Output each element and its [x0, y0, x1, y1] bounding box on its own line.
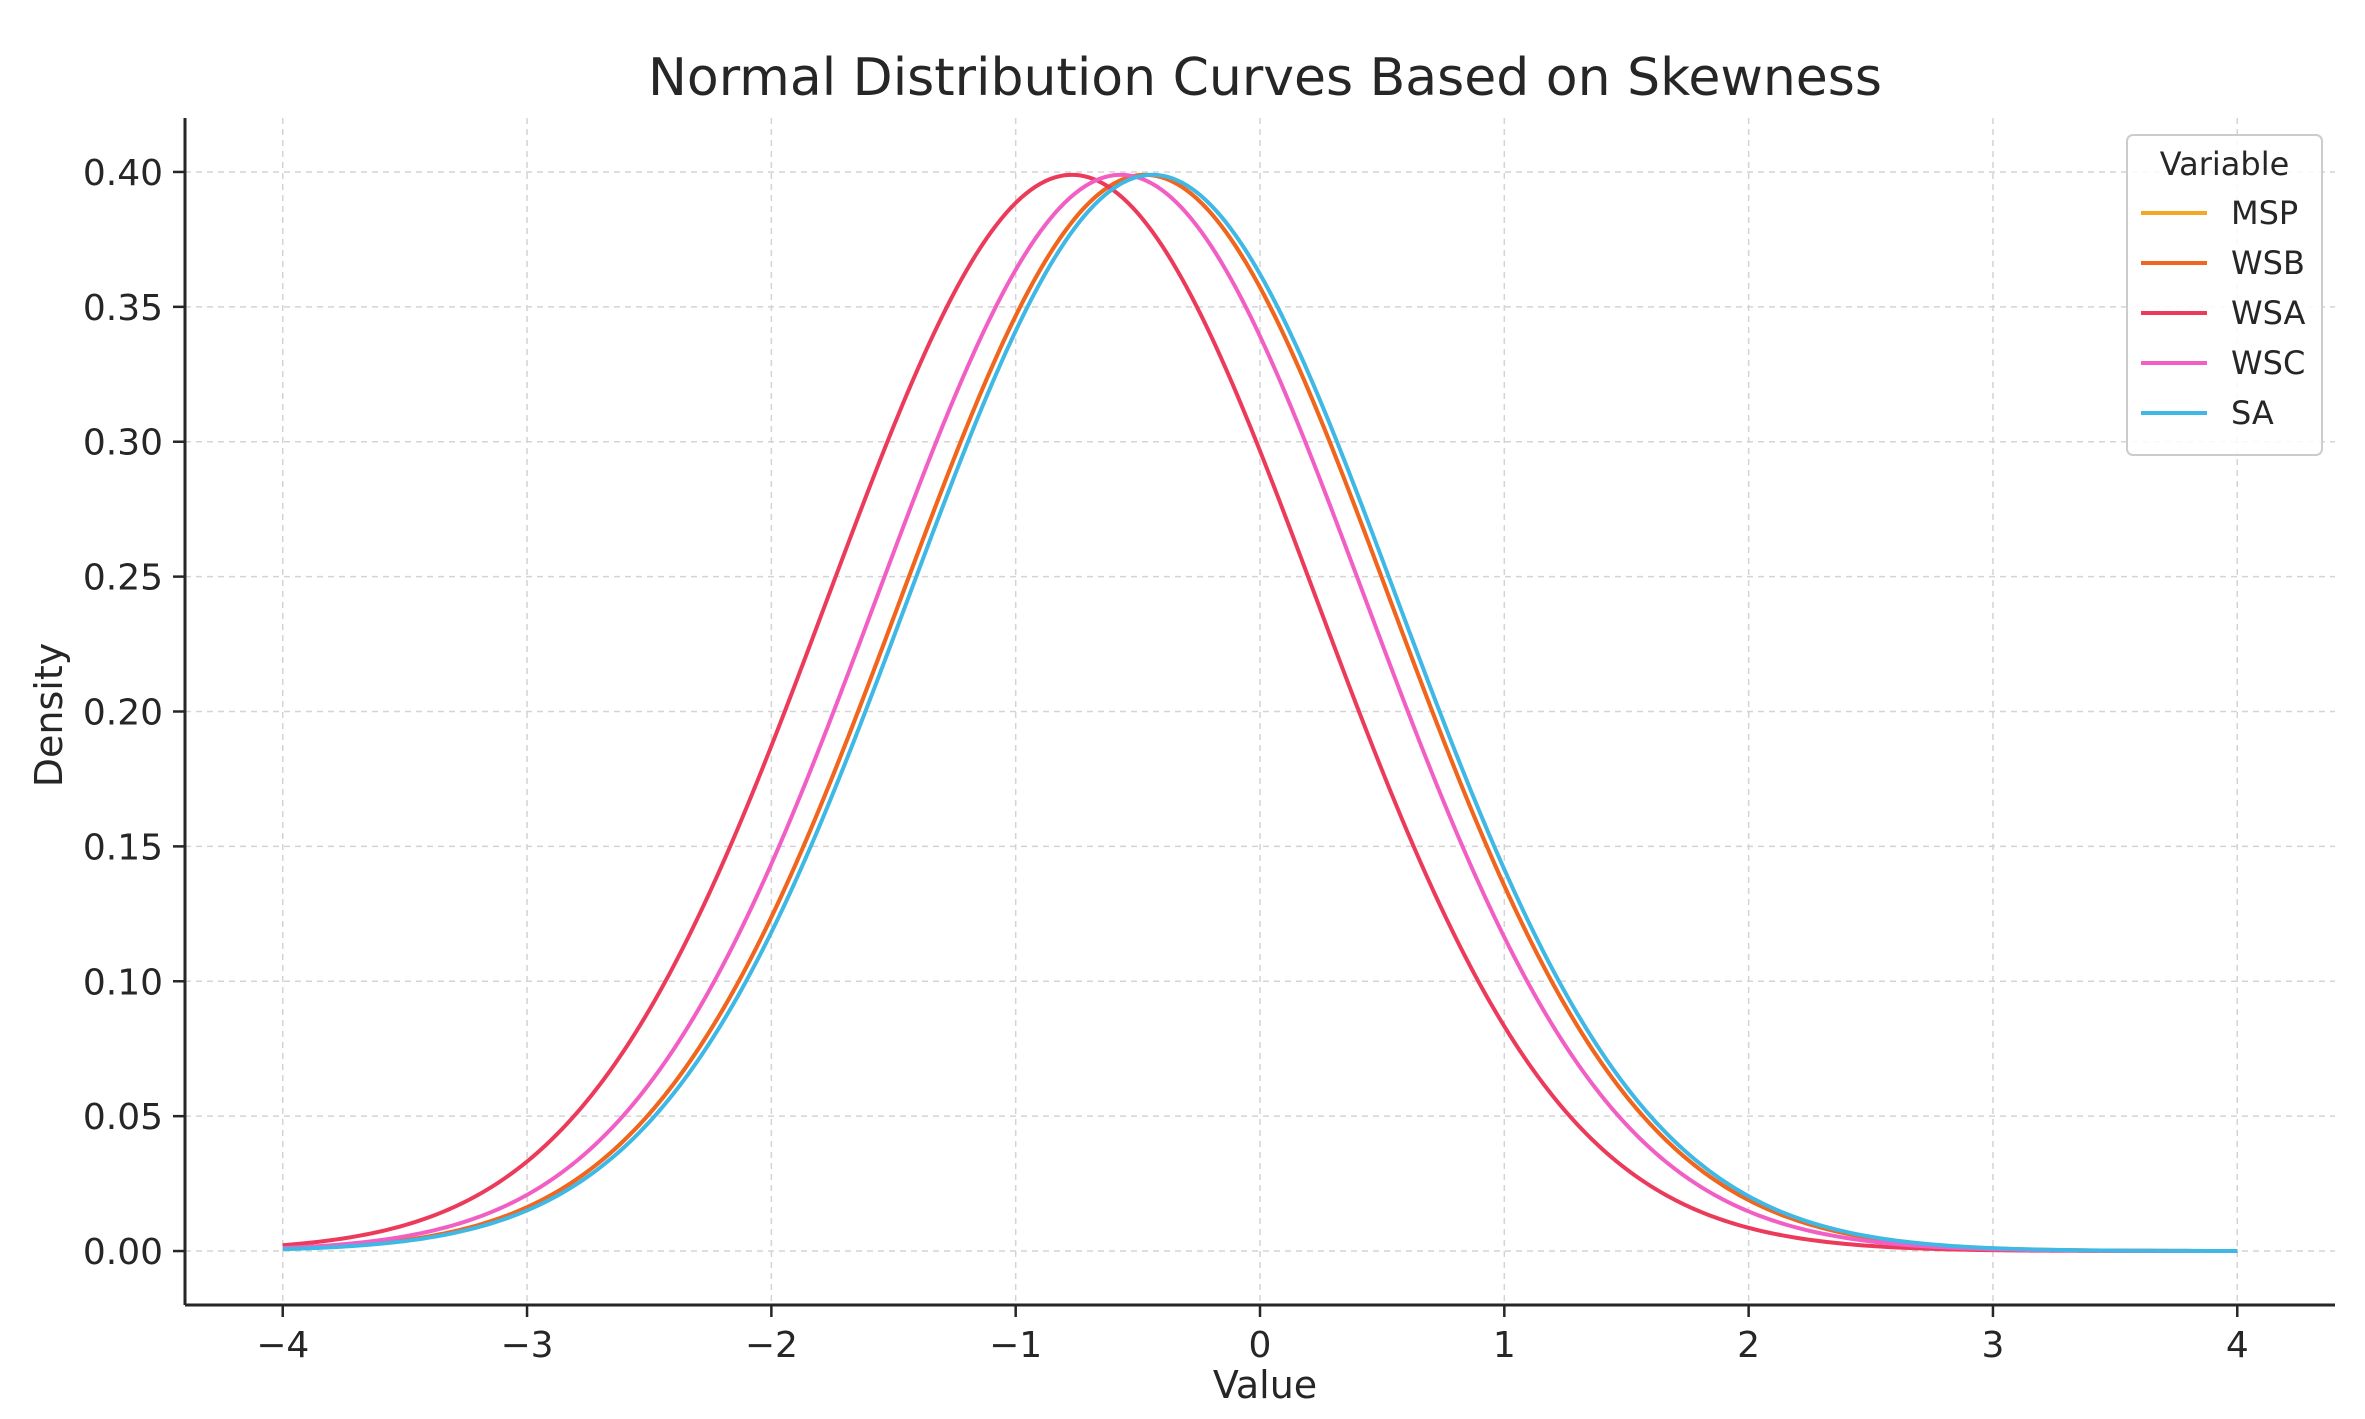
- y-tick-label: 0.00: [83, 1232, 163, 1273]
- x-tick-label: 2: [1737, 1325, 1760, 1366]
- legend-label-wsb: WSB: [2231, 244, 2305, 282]
- y-tick-label: 0.25: [83, 558, 163, 599]
- y-tick-label: 0.30: [83, 423, 163, 464]
- x-axis-label: Value: [1213, 1363, 1317, 1407]
- y-tick-label: 0.05: [83, 1097, 163, 1138]
- y-tick-label: 0.15: [83, 827, 163, 868]
- x-tick-label: 1: [1493, 1325, 1516, 1366]
- x-tick-label: −1: [989, 1325, 1042, 1366]
- legend-label-wsc: WSC: [2231, 344, 2305, 382]
- chart-title: Normal Distribution Curves Based on Skew…: [648, 48, 1882, 108]
- x-tick-label: −2: [745, 1325, 798, 1366]
- legend-label-msp: MSP: [2231, 194, 2298, 232]
- y-axis-label: Density: [27, 643, 71, 787]
- series-line-wsc: [282, 172, 2238, 1254]
- y-tick-label: 0.10: [83, 962, 163, 1003]
- y-tick-label: 0.20: [83, 693, 163, 734]
- x-tick-label: −3: [501, 1325, 554, 1366]
- axes-layer: −4 −3 −2 −1 0 1 2 3 4 0.00 0.05 0.10 0.15 0.20 0.25 0.3…: [83, 118, 2335, 1366]
- x-tick-label: −4: [256, 1325, 309, 1366]
- grid-layer: [185, 118, 2335, 1305]
- y-tick-label: 0.35: [83, 288, 163, 329]
- series-line-wsa: [282, 172, 2238, 1254]
- legend-label-sa: SA: [2231, 394, 2274, 432]
- series-layer: [282, 172, 2238, 1254]
- x-tick-label: 0: [1249, 1325, 1272, 1366]
- y-tick-label: 0.40: [83, 153, 163, 194]
- legend-label-wsa: WSA: [2231, 294, 2306, 332]
- legend-title: Variable: [2160, 145, 2290, 183]
- legend: Variable MSP WSB WSA WSC SA: [2126, 134, 2323, 456]
- series-line-sa: [282, 172, 2238, 1253]
- x-tick-label: 4: [2226, 1325, 2249, 1366]
- x-tick-label: 3: [1982, 1325, 2005, 1366]
